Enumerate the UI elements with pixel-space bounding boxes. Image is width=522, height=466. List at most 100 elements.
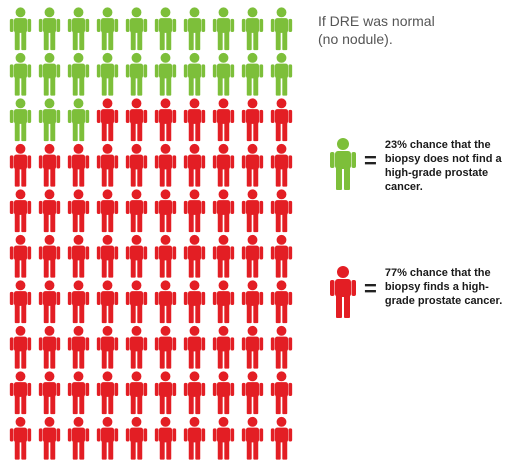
icon-mark-green bbox=[67, 7, 90, 51]
icon-mark-red bbox=[38, 280, 61, 324]
person-icon-green bbox=[330, 138, 356, 190]
icon-mark-red bbox=[67, 189, 90, 233]
icon-mark-red bbox=[183, 234, 206, 278]
icon-mark-green bbox=[183, 7, 206, 51]
chart-title: If DRE was normal (no nodule). bbox=[318, 12, 508, 48]
icon-mark-green bbox=[38, 52, 61, 96]
icon-mark-red bbox=[125, 143, 148, 187]
icon-mark-red bbox=[96, 280, 119, 324]
icon-mark-green bbox=[212, 7, 235, 51]
icon-mark-red bbox=[241, 143, 264, 187]
icon-mark-red bbox=[9, 371, 32, 415]
icon-mark-red bbox=[154, 280, 177, 324]
icon-mark-red bbox=[38, 371, 61, 415]
icon-mark-red bbox=[9, 280, 32, 324]
icon-mark-red bbox=[9, 416, 32, 460]
icon-array-chart bbox=[9, 7, 293, 460]
icon-mark-red bbox=[212, 189, 235, 233]
icon-mark-red bbox=[241, 98, 264, 142]
icon-mark-red bbox=[241, 416, 264, 460]
icon-mark-green bbox=[38, 98, 61, 142]
icon-mark-red bbox=[154, 234, 177, 278]
icon-mark-red bbox=[212, 234, 235, 278]
icon-mark-red bbox=[183, 371, 206, 415]
icon-mark-red bbox=[67, 371, 90, 415]
icon-mark-red bbox=[270, 371, 293, 415]
icon-mark-red bbox=[154, 371, 177, 415]
icon-mark-red bbox=[183, 416, 206, 460]
icon-mark-red bbox=[9, 189, 32, 233]
icon-mark-red bbox=[38, 416, 61, 460]
icon-mark-red bbox=[183, 143, 206, 187]
icon-mark-red bbox=[183, 189, 206, 233]
icon-mark-red bbox=[212, 325, 235, 369]
icon-mark-red bbox=[67, 143, 90, 187]
icon-mark-red bbox=[96, 371, 119, 415]
icon-mark-red bbox=[96, 325, 119, 369]
icon-mark-red bbox=[270, 234, 293, 278]
icon-mark-red bbox=[154, 325, 177, 369]
icon-mark-green bbox=[154, 52, 177, 96]
icon-mark-red bbox=[212, 416, 235, 460]
icon-mark-green bbox=[212, 52, 235, 96]
equals-sign: = bbox=[364, 276, 377, 301]
icon-mark-red bbox=[183, 98, 206, 142]
icon-mark-red bbox=[154, 98, 177, 142]
icon-mark-red bbox=[9, 143, 32, 187]
icon-mark-red bbox=[270, 325, 293, 369]
icon-mark-green bbox=[270, 52, 293, 96]
icon-mark-red bbox=[270, 189, 293, 233]
icon-mark-green bbox=[67, 98, 90, 142]
icon-mark-red bbox=[183, 325, 206, 369]
icon-mark-red bbox=[270, 280, 293, 324]
icon-mark-red bbox=[38, 189, 61, 233]
legend-text-cancer: 77% chance that the biopsy finds a high-… bbox=[384, 267, 503, 307]
icon-mark-red bbox=[38, 325, 61, 369]
icon-mark-red bbox=[154, 143, 177, 187]
icon-mark-green bbox=[96, 52, 119, 96]
legend-item-no-cancer: = 23% chance that the biopsy does not fi… bbox=[330, 138, 515, 194]
icon-mark-red bbox=[270, 143, 293, 187]
icon-mark-green bbox=[9, 52, 32, 96]
icon-mark-red bbox=[96, 416, 119, 460]
equals-sign: = bbox=[364, 148, 377, 173]
icon-mark-red bbox=[96, 189, 119, 233]
icon-mark-red bbox=[212, 280, 235, 324]
icon-mark-red bbox=[125, 325, 148, 369]
icon-mark-red bbox=[38, 234, 61, 278]
title-line-1: If DRE was normal bbox=[318, 13, 435, 29]
icon-mark-green bbox=[125, 52, 148, 96]
icon-mark-red bbox=[96, 234, 119, 278]
icon-mark-red bbox=[154, 189, 177, 233]
icon-mark-green bbox=[241, 7, 264, 51]
icon-mark-red bbox=[241, 325, 264, 369]
icon-mark-red bbox=[183, 280, 206, 324]
icon-mark-red bbox=[9, 234, 32, 278]
icon-mark-green bbox=[9, 98, 32, 142]
icon-mark-red bbox=[125, 416, 148, 460]
legend-text-no-cancer: 23% chance that the biopsy does not find… bbox=[384, 139, 502, 193]
legend-item-cancer: = 77% chance that the biopsy finds a hig… bbox=[330, 266, 515, 318]
icon-mark-green bbox=[67, 52, 90, 96]
icon-mark-green bbox=[38, 7, 61, 51]
icon-mark-red bbox=[241, 280, 264, 324]
icon-mark-red bbox=[125, 280, 148, 324]
icon-mark-red bbox=[270, 416, 293, 460]
icon-mark-green bbox=[154, 7, 177, 51]
icon-mark-green bbox=[183, 52, 206, 96]
icon-mark-red bbox=[125, 234, 148, 278]
title-line-2: (no nodule). bbox=[318, 31, 393, 47]
icon-mark-red bbox=[67, 280, 90, 324]
icon-mark-red bbox=[125, 98, 148, 142]
icon-mark-red bbox=[67, 234, 90, 278]
icon-mark-green bbox=[241, 52, 264, 96]
icon-mark-red bbox=[67, 416, 90, 460]
icon-mark-green bbox=[9, 7, 32, 51]
icon-mark-red bbox=[212, 371, 235, 415]
icon-mark-red bbox=[67, 325, 90, 369]
icon-mark-red bbox=[241, 234, 264, 278]
icon-mark-red bbox=[212, 143, 235, 187]
icon-mark-green bbox=[96, 7, 119, 51]
icon-mark-red bbox=[241, 371, 264, 415]
icon-mark-green bbox=[125, 7, 148, 51]
